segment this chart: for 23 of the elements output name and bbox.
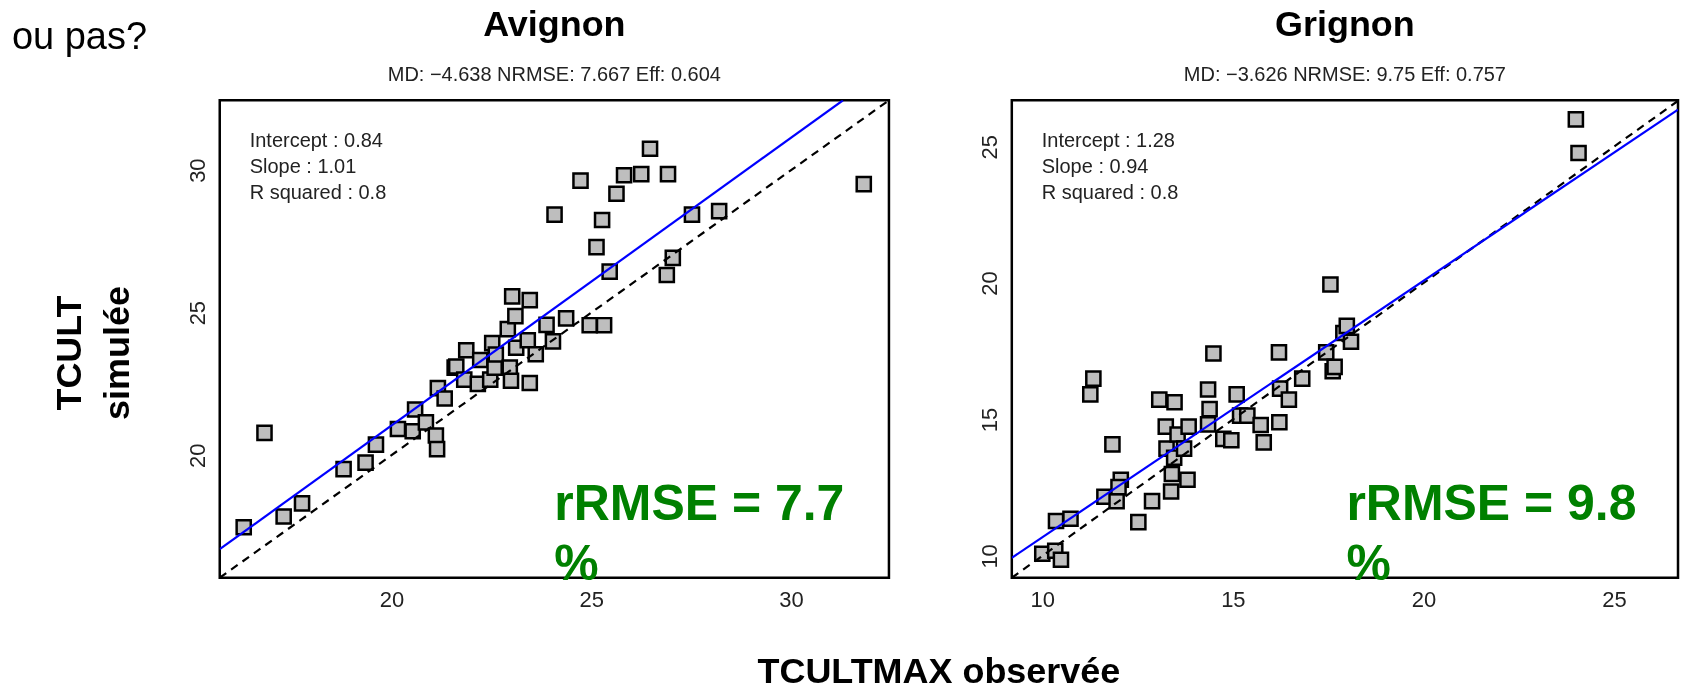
chart-subtitle: MD: −3.626 NRMSE: 9.75 Eff: 0.757 [1183,63,1506,86]
annotation: R squared : 0.8 [1041,181,1179,204]
annotation: Slope : 1.01 [249,155,357,178]
x-axis-title: TCULTMAX observée [757,649,1121,691]
y-tick-label: 20 [977,271,1003,296]
y-tick-label: 25 [185,300,211,326]
y-tick-label: 20 [185,443,211,468]
annotation: R squared : 0.8 [249,181,387,204]
y-tick-label: 25 [977,134,1003,160]
y-axis-title: TCULT simulée [47,286,137,420]
text: ou pas? [11,15,147,58]
chart-title: Avignon [483,3,626,45]
chart-subtitle: MD: −4.638 NRMSE: 7.667 Eff: 0.604 [387,63,721,86]
x-tick-label: 15 [1221,587,1246,613]
chart-title: Grignon [1275,3,1415,45]
y-tick-label: 15 [977,407,1003,433]
x-tick-label: 10 [1030,587,1056,613]
annotation: Slope : 0.94 [1041,155,1149,178]
y-tick-label: 30 [185,158,211,183]
x-tick-label: 20 [379,587,405,613]
y-tick-label: 10 [977,544,1003,569]
annotation: Intercept : 0.84 [249,129,383,152]
annotation: Intercept : 1.28 [1041,129,1175,152]
